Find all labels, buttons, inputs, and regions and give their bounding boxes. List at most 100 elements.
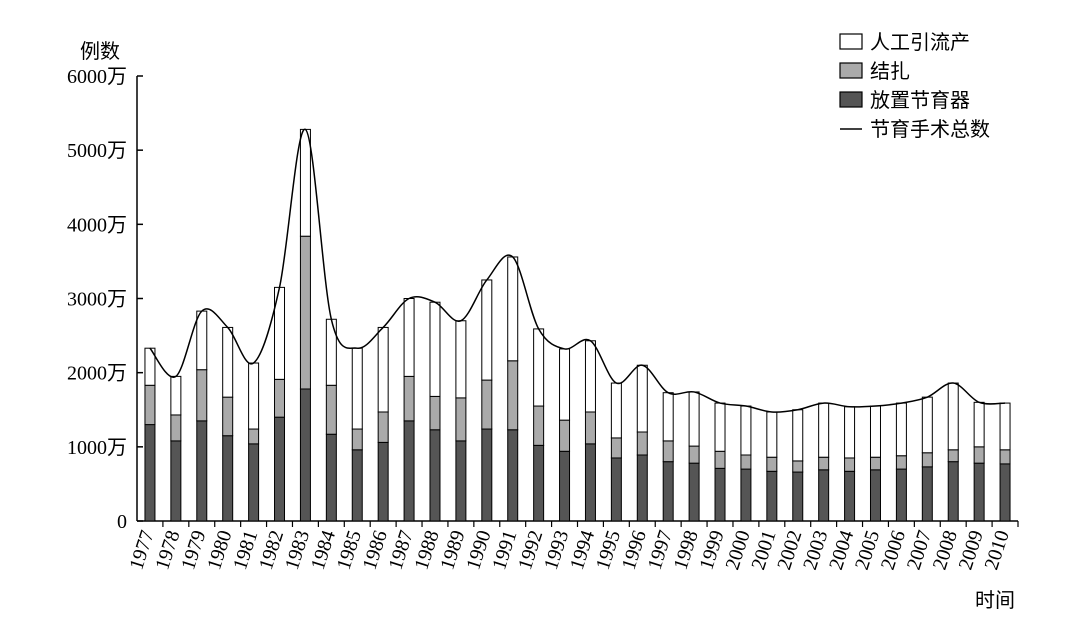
bar bbox=[973, 462, 985, 522]
bar bbox=[248, 362, 260, 430]
bar bbox=[299, 388, 311, 522]
bar bbox=[481, 379, 493, 430]
bar bbox=[403, 298, 415, 377]
y-axis-label: 例数 bbox=[80, 40, 120, 63]
bar bbox=[274, 378, 286, 418]
bar bbox=[947, 382, 959, 451]
bar bbox=[299, 235, 311, 390]
legend-label: 人工引流产 bbox=[870, 31, 970, 54]
bar bbox=[222, 326, 234, 398]
bar bbox=[818, 402, 830, 458]
bar bbox=[844, 470, 856, 522]
bar bbox=[740, 468, 752, 522]
bar bbox=[869, 469, 881, 522]
bar bbox=[584, 340, 596, 413]
bar bbox=[325, 433, 337, 522]
bar bbox=[869, 456, 881, 471]
bar bbox=[196, 420, 208, 522]
bar bbox=[610, 382, 622, 439]
bar bbox=[688, 391, 700, 447]
bar bbox=[351, 347, 363, 430]
bar bbox=[610, 457, 622, 522]
bar bbox=[144, 384, 156, 426]
bar bbox=[688, 445, 700, 464]
bar bbox=[533, 405, 545, 446]
bar bbox=[533, 444, 545, 522]
bar bbox=[740, 405, 752, 456]
bar bbox=[766, 411, 778, 458]
bar bbox=[714, 450, 726, 469]
legend-label: 节育手术总数 bbox=[870, 118, 990, 141]
x-axis-label: 时间 bbox=[975, 589, 1015, 612]
bar bbox=[455, 397, 467, 442]
bar bbox=[662, 440, 674, 463]
bar bbox=[844, 406, 856, 459]
bar bbox=[818, 469, 830, 522]
bar bbox=[714, 467, 726, 522]
y-tick-label: 0 bbox=[117, 511, 127, 533]
bar bbox=[248, 428, 260, 445]
bar bbox=[662, 392, 674, 442]
bar bbox=[688, 462, 700, 522]
bar bbox=[507, 256, 519, 362]
y-tick-label: 4000万 bbox=[67, 214, 127, 236]
bar bbox=[429, 395, 441, 431]
bar bbox=[584, 443, 596, 522]
legend-swatch bbox=[839, 33, 863, 50]
y-tick-label: 6000万 bbox=[67, 66, 127, 88]
bar bbox=[766, 456, 778, 472]
legend-label: 结扎 bbox=[870, 60, 910, 83]
bar bbox=[973, 401, 985, 448]
bar bbox=[947, 449, 959, 463]
y-tick-label: 3000万 bbox=[67, 289, 127, 311]
bar bbox=[792, 471, 804, 522]
bar bbox=[766, 470, 778, 522]
legend-label: 放置节育器 bbox=[870, 89, 970, 112]
bar bbox=[973, 446, 985, 464]
bar bbox=[818, 456, 830, 471]
bar bbox=[921, 396, 933, 454]
bar bbox=[714, 402, 726, 452]
bar bbox=[274, 416, 286, 522]
bar bbox=[895, 402, 907, 457]
bar bbox=[921, 466, 933, 522]
bar bbox=[455, 320, 467, 399]
bar bbox=[662, 461, 674, 522]
bar bbox=[921, 452, 933, 468]
bar bbox=[636, 454, 648, 522]
bar bbox=[170, 414, 182, 442]
bar bbox=[429, 301, 441, 397]
bar bbox=[947, 461, 959, 522]
bar bbox=[636, 364, 648, 433]
bar bbox=[170, 375, 182, 416]
bar bbox=[559, 450, 571, 522]
bar bbox=[222, 435, 234, 522]
bar bbox=[325, 318, 337, 386]
y-tick-label: 5000万 bbox=[67, 140, 127, 162]
bar bbox=[999, 449, 1011, 465]
bar bbox=[507, 429, 519, 522]
y-tick-label: 2000万 bbox=[67, 363, 127, 385]
legend-swatch bbox=[839, 91, 863, 108]
bar bbox=[196, 369, 208, 422]
bar bbox=[351, 449, 363, 522]
bar bbox=[844, 457, 856, 472]
bar bbox=[895, 455, 907, 470]
bar bbox=[144, 424, 156, 522]
bar bbox=[403, 375, 415, 422]
bar bbox=[584, 411, 596, 445]
bar bbox=[481, 279, 493, 381]
bar bbox=[895, 468, 907, 522]
bar bbox=[559, 419, 571, 452]
bar bbox=[869, 405, 881, 458]
bar bbox=[377, 411, 389, 443]
bar bbox=[999, 402, 1011, 451]
bar bbox=[377, 441, 389, 522]
bar bbox=[429, 429, 441, 522]
bar bbox=[299, 128, 311, 237]
bar bbox=[740, 454, 752, 470]
bar bbox=[325, 384, 337, 435]
total-line bbox=[149, 128, 1006, 413]
legend-swatch bbox=[839, 62, 863, 79]
